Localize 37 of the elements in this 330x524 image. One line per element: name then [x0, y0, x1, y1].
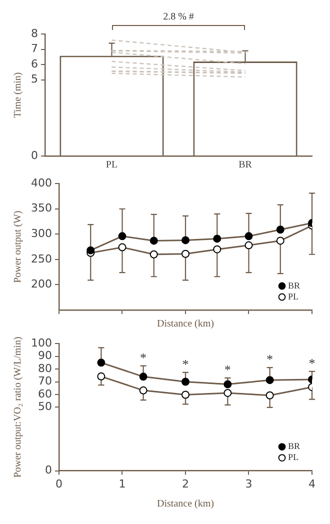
x-axis-title: Distance (km): [157, 318, 214, 330]
y-tick-label: 7: [31, 42, 38, 56]
y-tick-label: 300: [30, 227, 52, 240]
y-tick-label: 400: [30, 176, 52, 190]
annotation: *: [224, 362, 231, 377]
y-axis-title: Time (min): [12, 72, 24, 118]
annotation: *: [266, 351, 274, 366]
y-tick-label: 6: [31, 57, 38, 70]
x-tick-label: 3: [245, 477, 252, 490]
x-tick-label: 0: [55, 477, 62, 490]
legend-label: PL: [288, 291, 299, 302]
annotation: *: [182, 356, 189, 372]
y-tick-label: 5: [31, 72, 38, 86]
y-tick-label: 80: [38, 362, 52, 375]
y-axis-title: Power output:VO₂ ratio (W/L/min): [12, 336, 24, 478]
annotation: *: [140, 350, 147, 365]
y-tick-label: 200: [30, 278, 52, 291]
x-tick-label: 4: [308, 477, 316, 490]
y-tick-label: 350: [30, 202, 52, 215]
x-axis-title: Distance (km): [157, 498, 214, 510]
y-tick-label: 250: [30, 252, 52, 266]
legend-label: BR: [288, 441, 300, 452]
text: 2.8 % #: [163, 12, 194, 23]
legend-label: PL: [288, 452, 299, 462]
x-tick-label: 2: [182, 477, 189, 490]
y-tick-label: 8: [31, 26, 38, 40]
y-tick-label: 0: [44, 464, 52, 477]
x-tick-label: 1: [118, 477, 126, 490]
y-tick-label: 50: [38, 400, 52, 414]
y-tick-label: 70: [38, 374, 52, 388]
y-tick-label: 90: [38, 349, 52, 362]
y-tick-label: 100: [30, 336, 52, 350]
y-tick-label: 60: [38, 387, 52, 400]
y-tick-label: 0: [31, 148, 38, 162]
annotation: *: [308, 355, 316, 370]
legend-label: BR: [288, 280, 300, 290]
y-axis-title: Power output (W): [12, 210, 24, 283]
